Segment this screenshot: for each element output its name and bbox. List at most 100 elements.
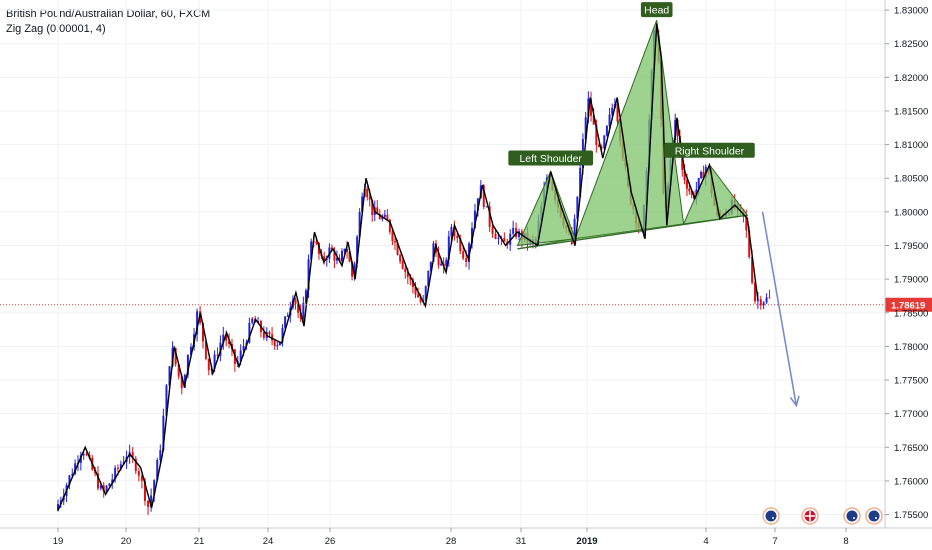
candle-body — [276, 345, 279, 347]
candle-body — [497, 238, 500, 240]
candle-body — [459, 238, 462, 252]
candle-body — [453, 227, 456, 237]
candle-body — [768, 297, 771, 299]
candle-body — [286, 315, 289, 317]
price-tick-label: 1.81500 — [894, 106, 928, 117]
time-axis[interactable]: 19 20 21 24 26 28 31 2019 4 7 8 — [0, 527, 932, 547]
right-shoulder-label-box — [664, 142, 755, 158]
candle-body — [406, 272, 409, 277]
candle-body — [473, 210, 476, 229]
candle-body — [68, 475, 71, 486]
candle-body — [688, 188, 691, 192]
candle-body — [700, 171, 703, 179]
flag-star — [875, 517, 877, 519]
current-price-label: 1.78619 — [891, 300, 925, 311]
candle-body — [71, 473, 74, 476]
candle-body — [376, 207, 379, 215]
price-axis[interactable]: 1.83000 1.82500 1.82000 1.81500 1.81000 1.805… — [884, 0, 928, 528]
zigzag-indicator — [57, 23, 759, 511]
arrow-head — [789, 395, 800, 408]
flag-star — [772, 517, 774, 519]
left-shoulder-label: Left Shoulder — [519, 153, 582, 165]
candle-body — [281, 327, 284, 343]
candle-body — [361, 196, 364, 213]
candle-body — [762, 302, 765, 306]
australia-flag-icon — [765, 510, 777, 522]
candle-body — [419, 297, 422, 302]
candle-body — [518, 231, 521, 237]
candle-body — [96, 473, 99, 489]
candle-body — [590, 98, 593, 116]
candle-body — [424, 286, 427, 301]
time-tick-label: 31 — [516, 536, 527, 547]
time-tick-label: 26 — [325, 536, 336, 547]
candle-body — [383, 214, 386, 217]
candle-body — [278, 342, 281, 346]
candle-body — [302, 303, 305, 319]
candle-body — [611, 107, 614, 115]
right-shoulder-label: Right Shoulder — [675, 145, 745, 157]
candle-body — [222, 334, 225, 343]
candle-body — [159, 450, 162, 460]
candle-body — [341, 251, 343, 262]
candle-body — [356, 236, 359, 264]
candle-body — [216, 354, 219, 356]
candle-body — [371, 199, 374, 216]
candle-body — [299, 312, 302, 319]
candle-body — [432, 243, 435, 262]
candle-body — [82, 454, 85, 456]
candle-body — [304, 290, 307, 304]
candle-body — [491, 227, 494, 234]
price-tick-label: 1.78500 — [894, 308, 928, 319]
price-tick-label: 1.80000 — [894, 207, 928, 218]
candle-body — [85, 454, 88, 456]
australia-flag-icon — [868, 510, 880, 522]
candle-body — [143, 480, 146, 501]
time-tick-label: 19 — [53, 536, 64, 547]
candle-body — [450, 227, 453, 237]
candle-body — [515, 227, 518, 237]
candle-body — [153, 480, 156, 496]
price-tick-label: 1.81000 — [894, 140, 928, 151]
candle-body — [409, 276, 412, 280]
candle-body — [608, 114, 611, 127]
candle-body — [368, 197, 371, 200]
price-tick-label: 1.77000 — [894, 409, 928, 420]
time-tick-label: 20 — [121, 536, 132, 547]
candle-body — [273, 340, 276, 346]
candle-body — [456, 236, 459, 239]
candle-body — [378, 214, 381, 220]
candle-body — [676, 119, 679, 137]
candle-body — [177, 364, 180, 377]
candle-body — [242, 346, 245, 351]
candle-body — [134, 458, 137, 472]
candle-body — [394, 241, 397, 243]
candle-body — [482, 185, 485, 207]
candle-body — [417, 294, 420, 298]
indicator-title[interactable]: Zig Zag (0.00001, 4) — [6, 23, 106, 35]
candle-body — [485, 206, 488, 208]
candle-body — [488, 206, 491, 228]
candle-body — [697, 178, 700, 190]
price-tick-label: 1.82000 — [894, 73, 928, 84]
candle-body — [579, 167, 582, 197]
candle-body — [196, 311, 199, 335]
candle-body — [99, 485, 102, 489]
candle-body — [573, 218, 576, 245]
price-tick-label: 1.78000 — [894, 342, 928, 353]
candle-body — [584, 117, 587, 140]
candle-body — [108, 483, 111, 487]
candle-body — [765, 297, 768, 303]
head-and-shoulders-pattern — [516, 20, 749, 250]
candle-body — [592, 115, 595, 125]
candle-body — [137, 471, 140, 476]
symbol-title[interactable]: British Pound/Australian Dollar, 60, FXC… — [6, 8, 211, 20]
candle-body — [189, 347, 192, 355]
candle-body — [600, 146, 603, 149]
candle-body — [681, 154, 684, 170]
price-tick-label: 1.76500 — [894, 443, 928, 454]
candle-body — [414, 287, 417, 295]
candle-body — [685, 180, 688, 189]
candle-body — [358, 212, 361, 237]
